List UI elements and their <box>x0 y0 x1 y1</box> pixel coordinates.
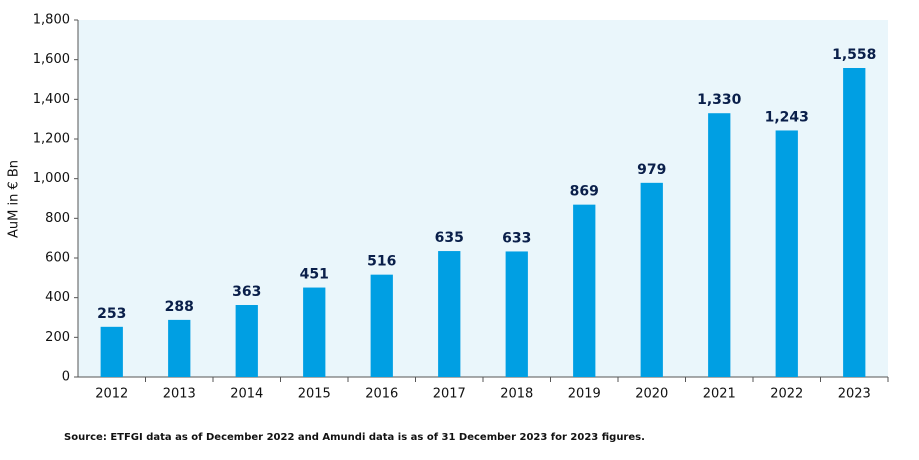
plot-area <box>78 20 888 377</box>
y-tick-label: 1,200 <box>33 132 70 147</box>
bar <box>303 287 326 377</box>
bar <box>168 319 191 377</box>
value-label: 635 <box>435 230 464 246</box>
x-tick-label: 2021 <box>703 387 736 402</box>
value-label: 363 <box>232 284 261 300</box>
bar <box>775 130 798 377</box>
x-tick-label: 2019 <box>568 387 601 402</box>
value-label: 451 <box>300 267 329 283</box>
bar <box>235 305 258 377</box>
y-tick-label: 1,400 <box>33 92 70 107</box>
value-label: 979 <box>637 162 666 178</box>
bar <box>370 274 393 377</box>
y-tick-label: 1,600 <box>33 52 70 67</box>
x-tick-label: 2015 <box>298 387 331 402</box>
value-label: 869 <box>570 184 599 200</box>
y-tick-label: 1,800 <box>33 13 70 28</box>
value-label: 1,558 <box>832 47 876 63</box>
y-tick-label: 600 <box>45 251 70 266</box>
x-tick-label: 2012 <box>95 387 128 402</box>
x-tick-label: 2023 <box>838 387 871 402</box>
x-tick-label: 2013 <box>163 387 196 402</box>
value-label: 253 <box>97 306 126 322</box>
value-label: 1,243 <box>765 109 809 125</box>
x-tick-label: 2020 <box>635 387 668 402</box>
x-tick-label: 2014 <box>230 387 263 402</box>
bar <box>100 326 123 377</box>
y-tick-label: 0 <box>62 370 70 385</box>
source-note: Source: ETFGI data as of December 2022 a… <box>64 432 645 443</box>
bar <box>708 113 731 377</box>
bar <box>505 251 528 377</box>
value-label: 1,330 <box>697 92 742 108</box>
value-label: 288 <box>165 299 194 315</box>
y-tick-label: 800 <box>45 211 70 226</box>
x-tick-label: 2017 <box>433 387 466 402</box>
y-tick-label: 400 <box>45 290 70 305</box>
value-label: 516 <box>367 254 396 270</box>
bar <box>438 251 461 377</box>
x-tick-label: 2018 <box>500 387 533 402</box>
y-axis-label: AuM in € Bn <box>7 160 22 238</box>
x-tick-label: 2022 <box>770 387 803 402</box>
y-tick-label: 1,000 <box>33 171 70 186</box>
bar <box>640 182 663 377</box>
y-tick-label: 200 <box>45 330 70 345</box>
bar <box>573 204 596 377</box>
bar <box>843 67 866 377</box>
value-label: 633 <box>502 230 531 246</box>
x-tick-label: 2016 <box>365 387 398 402</box>
